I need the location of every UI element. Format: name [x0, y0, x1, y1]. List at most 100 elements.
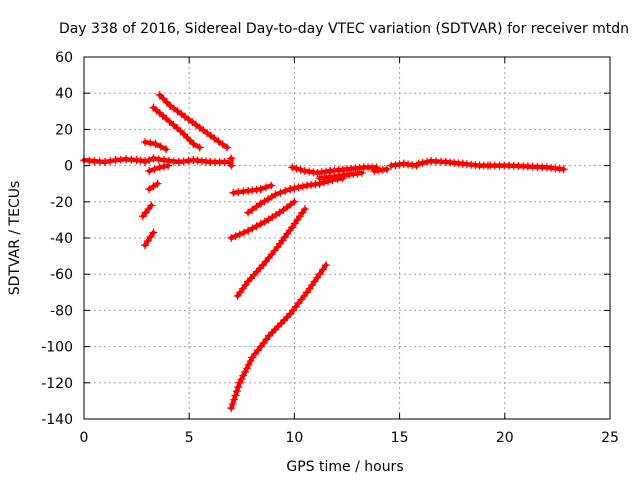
data-point-marker [228, 399, 237, 408]
data-point-marker [145, 167, 154, 176]
data-point-marker [214, 137, 223, 146]
data-point-marker [286, 185, 295, 194]
data-point-marker [382, 165, 391, 174]
data-point-marker [353, 169, 362, 178]
data-point-marker [154, 155, 163, 164]
data-series-s17 [315, 168, 366, 183]
y-tick-label: -40 [50, 231, 73, 247]
data-point-marker [234, 188, 243, 197]
data-point-marker [169, 157, 178, 166]
data-series-s13 [227, 197, 299, 242]
data-point-marker [370, 167, 379, 176]
data-point-marker [261, 183, 270, 192]
data-point-marker [387, 161, 396, 170]
y-tick-label: -60 [50, 267, 73, 283]
data-point-marker [321, 261, 330, 270]
data-point-marker [317, 168, 326, 177]
data-point-marker [244, 360, 253, 369]
y-tick-label: 60 [55, 50, 73, 66]
data-point-marker [195, 143, 204, 152]
data-point-marker [143, 237, 152, 246]
data-point-marker [309, 168, 318, 177]
x-tick-label: 25 [601, 430, 619, 446]
data-point-marker [292, 164, 301, 173]
data-point-marker [230, 395, 239, 404]
data-series-s2 [141, 154, 234, 166]
data-point-marker [235, 230, 244, 239]
data-point-marker [315, 174, 324, 183]
data-point-marker [189, 139, 198, 148]
data-point-marker [313, 168, 322, 177]
data-point-marker [349, 170, 358, 179]
data-point-marker [149, 228, 158, 237]
data-series-s8 [145, 179, 162, 194]
data-layer [80, 91, 568, 413]
data-point-marker [242, 364, 251, 373]
data-point-marker [256, 185, 265, 194]
data-point-marker [248, 224, 257, 233]
data-series-s11 [229, 181, 276, 197]
series-line [142, 230, 156, 248]
data-series-s19 [387, 159, 421, 170]
data-point-marker [276, 188, 285, 197]
data-point-marker [147, 201, 156, 210]
data-point-marker [374, 166, 383, 175]
data-point-marker [106, 157, 115, 166]
y-tick-label: -20 [50, 195, 73, 211]
data-point-marker [345, 170, 354, 179]
data-series-s6 [141, 138, 171, 154]
data-point-marker [159, 94, 168, 103]
data-point-marker [229, 188, 238, 197]
data-point-marker [164, 161, 173, 170]
data-point-marker [303, 181, 312, 190]
data-point-marker [252, 185, 261, 194]
data-point-marker [235, 378, 244, 387]
data-point-marker [150, 165, 159, 174]
data-point-marker [559, 165, 568, 174]
data-point-marker [239, 228, 248, 237]
data-point-marker [294, 183, 303, 192]
data-point-marker [267, 181, 276, 190]
data-point-marker [315, 270, 324, 279]
data-series-s18 [370, 165, 391, 176]
data-series-s7 [145, 161, 173, 176]
data-series-s5 [149, 103, 204, 152]
data-point-marker [231, 232, 240, 241]
data-point-marker [153, 179, 162, 188]
data-point-marker [288, 163, 297, 172]
data-series-s14 [233, 205, 309, 300]
y-tick-label: 0 [64, 159, 73, 175]
data-point-marker [281, 186, 290, 195]
data-series-s21 [486, 161, 568, 174]
data-point-marker [210, 134, 219, 143]
data-point-marker [227, 234, 236, 242]
x-axis-label: GPS time / hours [286, 459, 403, 475]
y-tick-label: -80 [50, 303, 73, 319]
data-point-marker [404, 160, 413, 169]
data-point-marker [296, 165, 305, 174]
ticks-layer: 0 5 10 15 20 25 -140 -120 -100 -80 -60 -40 -20 0 20 40 6… [41, 50, 619, 446]
data-point-marker [237, 375, 246, 384]
data-point-marker [307, 180, 316, 189]
y-tick-label: 20 [55, 122, 73, 138]
data-point-marker [418, 158, 427, 167]
data-series-s10 [141, 228, 158, 250]
data-point-marker [149, 154, 158, 163]
data-series-s15 [227, 261, 330, 413]
data-point-marker [149, 182, 158, 191]
data-point-marker [298, 182, 307, 191]
x-tick-label: 5 [185, 430, 194, 446]
data-point-marker [141, 241, 150, 250]
data-point-marker [227, 154, 236, 163]
data-point-marker [300, 167, 309, 176]
y-tick-label: -120 [41, 376, 73, 392]
x-tick-label: 20 [496, 430, 514, 446]
data-point-marker [227, 404, 236, 413]
data-point-marker [145, 156, 154, 165]
data-point-marker [414, 159, 423, 168]
data-point-marker [141, 138, 150, 147]
data-point-marker [340, 171, 349, 180]
data-point-marker [155, 91, 164, 100]
data-point-marker [318, 265, 327, 274]
data-point-marker [218, 140, 227, 149]
